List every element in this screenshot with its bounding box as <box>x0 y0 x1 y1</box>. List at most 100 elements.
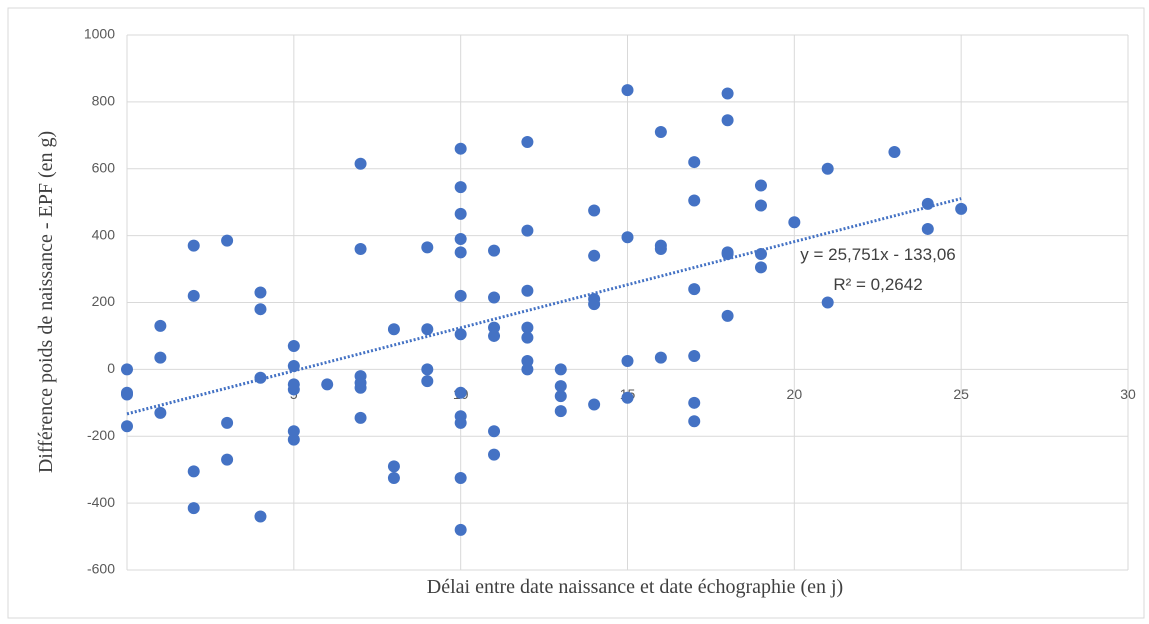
data-point <box>454 416 467 429</box>
data-point <box>821 296 834 309</box>
data-point <box>721 114 734 127</box>
data-point <box>287 433 300 446</box>
data-point <box>654 351 667 364</box>
data-point <box>554 363 567 376</box>
data-point <box>354 381 367 394</box>
data-point <box>621 355 634 368</box>
data-point <box>488 321 501 334</box>
data-point <box>921 222 934 235</box>
data-point <box>788 216 801 229</box>
y-tick-label: -400 <box>87 494 115 510</box>
data-point <box>321 378 334 391</box>
data-point <box>521 284 534 297</box>
data-point <box>521 224 534 237</box>
data-point <box>688 156 701 169</box>
x-tick-label: 25 <box>953 386 969 402</box>
data-point <box>154 406 167 419</box>
data-point <box>154 351 167 364</box>
data-point <box>187 289 200 302</box>
data-point <box>287 360 300 373</box>
data-point <box>488 448 501 461</box>
data-point <box>354 411 367 424</box>
data-point <box>821 162 834 175</box>
data-point <box>187 239 200 252</box>
data-point <box>688 283 701 296</box>
data-point <box>921 197 934 210</box>
x-axis-title: Délai entre date naissance et date échog… <box>427 576 843 598</box>
data-point <box>554 405 567 418</box>
data-point <box>121 386 133 399</box>
data-point <box>121 420 133 433</box>
data-point <box>454 523 467 536</box>
data-point <box>354 243 367 255</box>
data-point <box>254 510 267 523</box>
data-point <box>221 416 234 429</box>
x-tick-label: 30 <box>1120 386 1136 402</box>
data-point <box>421 375 434 388</box>
data-point <box>187 502 200 515</box>
data-point <box>421 363 434 376</box>
data-point <box>721 309 734 322</box>
data-point <box>521 355 534 368</box>
y-tick-label: 200 <box>92 293 116 309</box>
data-point <box>254 371 267 384</box>
data-point <box>387 460 400 473</box>
y-tick-label: -600 <box>87 561 115 577</box>
data-point <box>454 386 467 399</box>
data-point <box>354 157 367 170</box>
x-tick-label: 20 <box>787 386 803 402</box>
data-point <box>521 321 534 334</box>
data-point <box>521 331 534 344</box>
data-point <box>588 249 601 262</box>
data-point <box>254 286 267 299</box>
chart-frame <box>7 7 1145 619</box>
data-point <box>287 339 300 352</box>
data-point <box>454 232 467 245</box>
data-point <box>254 303 267 316</box>
data-point <box>521 136 534 148</box>
data-point <box>121 363 133 376</box>
y-tick-label: 600 <box>92 159 116 175</box>
data-point <box>387 472 400 485</box>
data-point <box>488 244 501 257</box>
data-point <box>688 396 701 409</box>
data-point <box>454 289 467 302</box>
data-point <box>888 146 901 159</box>
data-point <box>454 246 467 259</box>
data-point <box>488 329 501 342</box>
data-point <box>754 199 767 212</box>
trendline-r2: R² = 0,2642 <box>833 275 922 294</box>
data-point <box>688 194 701 207</box>
y-tick-label: 1000 <box>84 26 115 42</box>
data-point <box>454 142 467 155</box>
data-point <box>621 391 634 404</box>
data-point <box>421 241 434 254</box>
data-point <box>454 181 467 194</box>
data-point <box>454 328 467 341</box>
y-tick-label: -200 <box>87 427 115 443</box>
y-tick-label: 400 <box>92 226 116 242</box>
trendline <box>126 197 962 416</box>
data-point <box>588 298 601 311</box>
data-point <box>154 319 167 332</box>
data-point <box>521 363 534 376</box>
data-point <box>688 415 701 428</box>
data-point <box>488 425 501 438</box>
data-point <box>287 383 300 396</box>
data-point <box>387 323 400 336</box>
data-point <box>221 234 234 247</box>
data-point <box>588 204 601 217</box>
data-point <box>287 425 300 438</box>
data-point <box>654 125 667 138</box>
data-point <box>588 398 601 411</box>
y-tick-label: 0 <box>107 360 115 376</box>
data-point <box>187 465 200 478</box>
data-point <box>721 248 734 261</box>
data-point <box>554 380 567 393</box>
data-point <box>554 390 567 403</box>
data-point <box>654 243 667 255</box>
data-point <box>221 453 234 466</box>
data-point <box>754 261 767 274</box>
data-point <box>454 472 467 485</box>
data-point <box>754 248 767 261</box>
